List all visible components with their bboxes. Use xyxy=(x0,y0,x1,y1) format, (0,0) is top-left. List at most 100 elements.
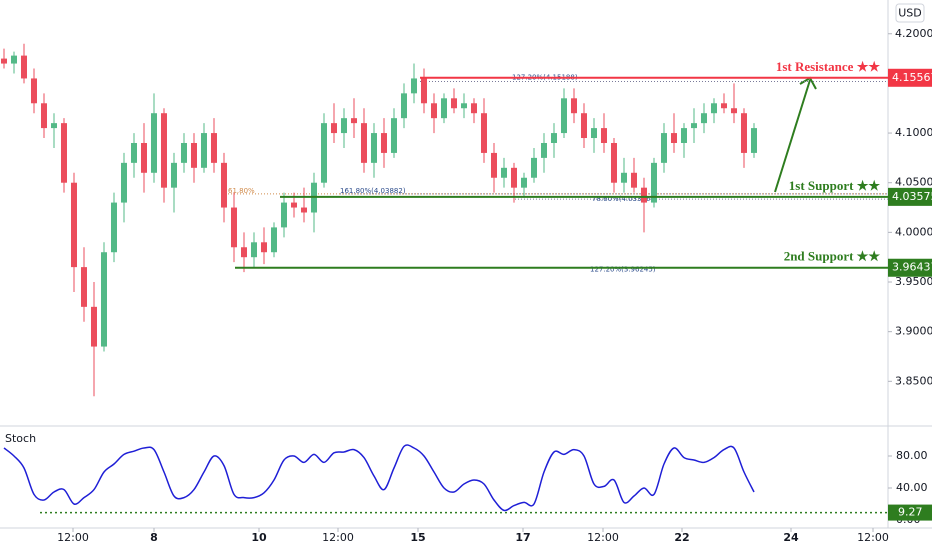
candle-body xyxy=(51,123,57,129)
candle-body xyxy=(551,133,557,143)
stoch-level-box xyxy=(888,504,932,521)
candle-body xyxy=(631,172,637,188)
candle-body xyxy=(611,142,617,183)
y-tick-label: 3.90000 xyxy=(895,325,932,338)
candle-body xyxy=(171,162,177,188)
level-price-box xyxy=(888,68,932,87)
x-tick-label: 8 xyxy=(150,531,158,544)
candle-body xyxy=(441,98,447,119)
candle-body xyxy=(161,113,167,188)
x-tick-label: 15 xyxy=(410,531,425,544)
candle-body xyxy=(691,123,697,129)
candle-body xyxy=(71,182,77,268)
candle-body xyxy=(121,162,127,203)
candle-body xyxy=(431,103,437,119)
x-tick-label: 10 xyxy=(251,531,267,544)
candle-body xyxy=(101,252,107,347)
candle-body xyxy=(1,58,7,64)
candle-body xyxy=(291,202,297,208)
level-price: 4.03575 xyxy=(892,190,932,203)
candle-body xyxy=(81,267,87,307)
candle-body xyxy=(671,133,677,143)
fib-label: 61.80% xyxy=(228,187,255,195)
x-tick-label: 17 xyxy=(515,531,530,544)
projection-arrow xyxy=(774,79,811,193)
candle-body xyxy=(361,123,367,163)
candle-body xyxy=(731,108,737,114)
candle-body xyxy=(451,98,457,109)
y-tick-label: 3.85000 xyxy=(895,374,932,387)
candle-body xyxy=(591,128,597,139)
y-tick-label: 4.00000 xyxy=(895,225,932,238)
candle-body xyxy=(351,118,357,124)
x-tick-label: 12:00 xyxy=(57,531,89,544)
candle-body xyxy=(681,128,687,143)
candle-body xyxy=(281,202,287,228)
fib-label: 127.20%(3.96245) xyxy=(590,266,656,274)
stoch-level-label: 9.27 xyxy=(898,506,923,519)
candle-body xyxy=(491,152,497,178)
candle-body xyxy=(141,142,147,173)
candle-body xyxy=(151,113,157,173)
level-price-box xyxy=(888,187,932,206)
candle-body xyxy=(201,133,207,168)
candle-body xyxy=(581,113,587,139)
candle-body xyxy=(651,162,657,203)
currency: USD xyxy=(898,7,922,20)
x-tick-label: 12:00 xyxy=(322,531,354,544)
level-name: 1st Resistance ★★ xyxy=(776,59,881,74)
candle-body xyxy=(211,133,217,163)
candle-body xyxy=(241,247,247,258)
level-price-box xyxy=(888,258,932,277)
candle-body xyxy=(571,98,577,114)
candle-body xyxy=(531,157,537,178)
stoch-line xyxy=(3,444,755,512)
candle-body xyxy=(251,242,257,258)
level-price: 4.15567 xyxy=(892,71,932,84)
candle-body xyxy=(601,128,607,143)
stoch-title: Stoch xyxy=(5,432,36,445)
candle-body xyxy=(481,113,487,153)
candle-body xyxy=(11,55,17,64)
level-name: 1st Support ★★ xyxy=(789,178,881,193)
candle-body xyxy=(331,123,337,134)
candle-body xyxy=(461,103,467,109)
candle-body xyxy=(471,103,477,114)
x-tick-label: 12:00 xyxy=(587,531,619,544)
candle-body xyxy=(511,167,517,188)
candle-body xyxy=(501,167,507,178)
candle-body xyxy=(371,133,377,163)
level-name: 2nd Support ★★ xyxy=(784,249,881,264)
candle-body xyxy=(721,103,727,109)
x-tick-label: 22 xyxy=(674,531,689,544)
level-price: 3.96437 xyxy=(892,261,932,274)
candle-body xyxy=(741,113,747,153)
candle-body xyxy=(401,93,407,119)
candle-body xyxy=(321,123,327,183)
candle-body xyxy=(21,55,27,79)
candle-body xyxy=(411,78,417,94)
candle-body xyxy=(341,118,347,134)
candle-body xyxy=(561,98,567,134)
stoch-tick-label: 80.00 xyxy=(896,449,928,462)
candle-body xyxy=(191,142,197,168)
fib-label: 161.80%(4.03882) xyxy=(340,187,406,195)
candle-body xyxy=(661,133,667,163)
candle-body xyxy=(61,123,67,183)
candle-body xyxy=(621,172,627,183)
stoch-tick-label: 40.00 xyxy=(896,481,928,494)
candle-body xyxy=(641,187,647,203)
candle-body xyxy=(381,133,387,153)
candle-body xyxy=(91,306,97,347)
currency-box[interactable] xyxy=(895,3,925,23)
candle-body xyxy=(711,103,717,114)
candle-body xyxy=(31,78,37,104)
y-tick-label: 4.05000 xyxy=(895,176,932,189)
candle-body xyxy=(541,142,547,158)
candle-body xyxy=(221,162,227,208)
candle-body xyxy=(41,103,47,129)
candle-body xyxy=(521,177,527,188)
